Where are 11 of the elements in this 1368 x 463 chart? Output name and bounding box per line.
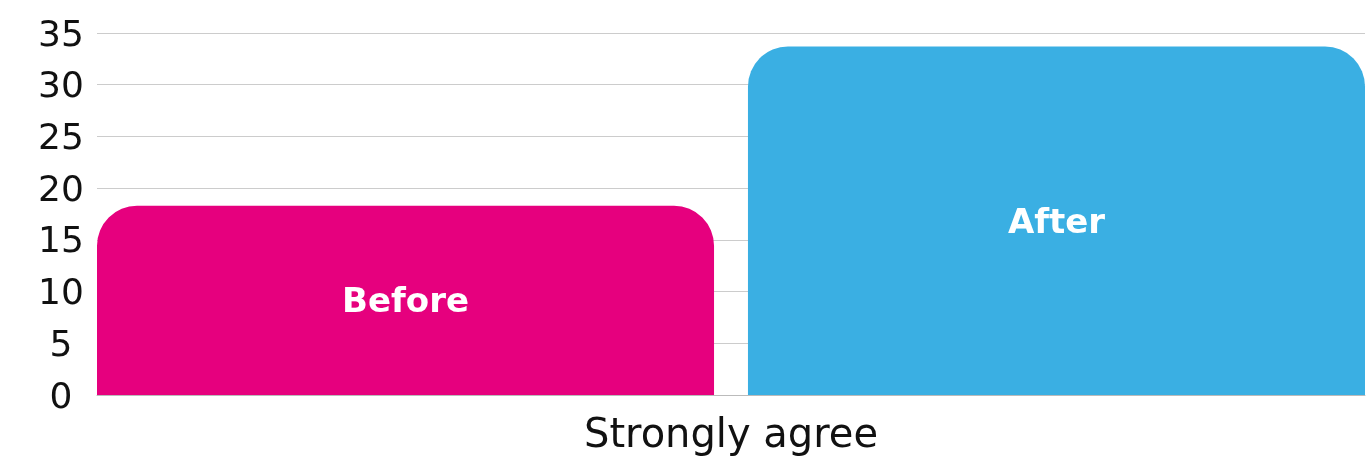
y-tick-label: 30 bbox=[38, 64, 84, 106]
y-tick-label: 5 bbox=[49, 322, 73, 364]
y-tick-label: 20 bbox=[38, 167, 84, 209]
series-label: Before bbox=[342, 280, 469, 321]
x-tick-label: Strongly agree bbox=[583, 410, 879, 456]
y-tick-label: 10 bbox=[38, 271, 84, 313]
y-tick-label: 25 bbox=[38, 115, 84, 157]
y-tick-label: 35 bbox=[38, 12, 84, 54]
series-label: After bbox=[1007, 200, 1106, 241]
y-tick-label: 0 bbox=[49, 374, 73, 416]
y-tick-label: 15 bbox=[38, 219, 84, 261]
